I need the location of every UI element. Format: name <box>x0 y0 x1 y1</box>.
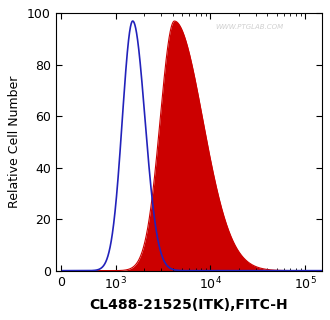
Text: WWW.PTGLAB.COM: WWW.PTGLAB.COM <box>215 24 283 30</box>
X-axis label: CL488-21525(ITK),FITC-H: CL488-21525(ITK),FITC-H <box>89 298 288 312</box>
Y-axis label: Relative Cell Number: Relative Cell Number <box>8 76 21 208</box>
